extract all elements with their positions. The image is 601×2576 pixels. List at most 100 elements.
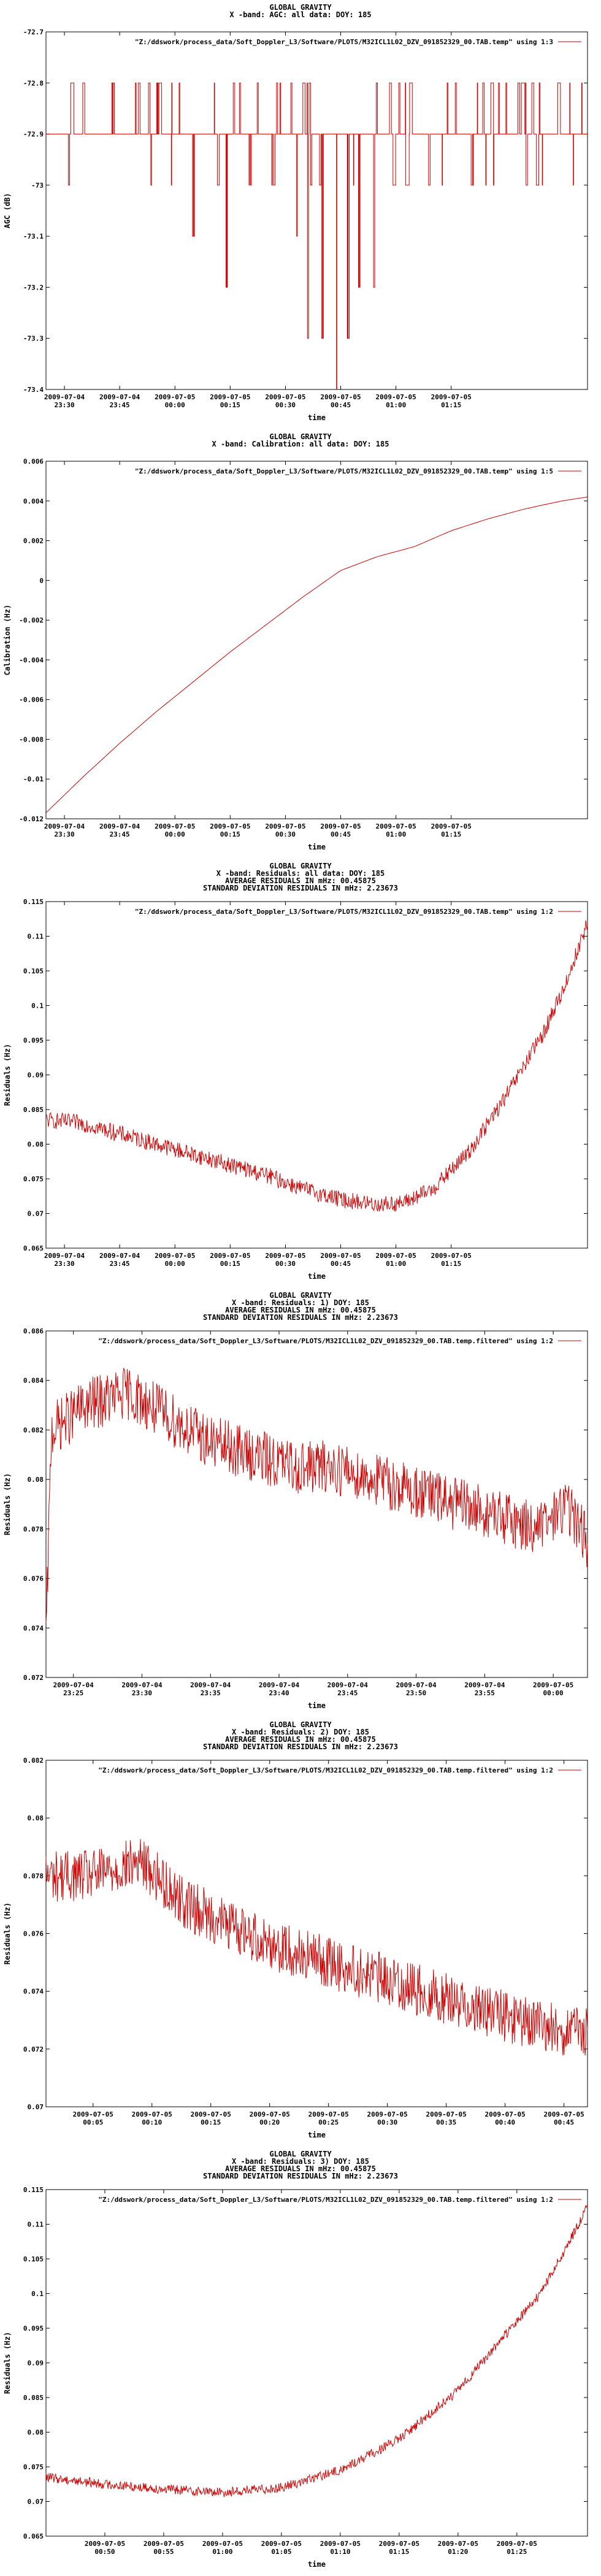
x-tick-date: 2009-07-05: [132, 2110, 172, 2118]
y-tick-label: 0.08: [28, 1814, 44, 1822]
x-tick-time: 23:50: [406, 1689, 426, 1697]
series-line: [45, 2204, 588, 2497]
x-tick-date: 2009-07-04: [99, 1252, 140, 1260]
y-tick-label: -0.006: [19, 696, 44, 704]
y-tick-label: 0.075: [23, 1175, 44, 1183]
y-tick-label: -0.012: [19, 815, 44, 823]
x-axis-label: time: [308, 2131, 326, 2139]
x-tick-time: 00:55: [153, 2548, 174, 2556]
x-tick-time: 00:40: [495, 2118, 515, 2126]
x-axis-label: time: [308, 1272, 326, 1281]
x-tick-date: 2009-07-04: [396, 1681, 437, 1689]
y-tick-label: 0.074: [23, 1624, 44, 1632]
x-tick-date: 2009-07-05: [73, 2110, 113, 2118]
y-tick-label: 0.07: [28, 2103, 44, 2111]
x-tick-date: 2009-07-05: [376, 1252, 416, 1260]
x-tick-time: 23:45: [110, 401, 130, 409]
y-tick-label: 0.078: [23, 1525, 44, 1533]
x-tick-date: 2009-07-04: [464, 1681, 505, 1689]
x-tick-date: 2009-07-04: [44, 822, 85, 830]
x-tick-date: 2009-07-05: [155, 393, 195, 401]
x-tick-time: 01:25: [507, 2548, 527, 2556]
x-tick-time: 00:15: [220, 830, 240, 838]
chart-panel-residuals-all: GLOBAL GRAVITY X -band: Residuals: all da…: [0, 859, 601, 1288]
chart-panel-calibration: GLOBAL GRAVITY X -band: Calibration: all …: [0, 429, 601, 859]
x-tick-time: 00:30: [275, 1260, 296, 1268]
y-tick-label: 0.076: [23, 1575, 44, 1583]
y-axis-label: Residuals (Hz): [3, 1903, 12, 1965]
chart-title-line: STANDARD DEVIATION RESIDUALS IN mHz: 2.2…: [203, 1742, 398, 1751]
legend-label: "Z:/ddswork/process_data/Soft_Doppler_L3…: [135, 467, 553, 475]
x-tick-time: 00:30: [377, 2118, 397, 2126]
chart-title-line: GLOBAL GRAVITY: [269, 3, 332, 12]
x-tick-time: 23:30: [54, 830, 74, 838]
x-tick-date: 2009-07-04: [121, 1681, 163, 1689]
y-tick-label: 0.105: [23, 967, 44, 975]
x-tick-time: 01:15: [441, 830, 461, 838]
x-tick-date: 2009-07-05: [543, 2110, 584, 2118]
x-tick-time: 00:15: [220, 1260, 240, 1268]
y-tick-label: 0.095: [23, 2325, 44, 2333]
x-tick-date: 2009-07-04: [44, 393, 85, 401]
legend-label: "Z:/ddswork/process_data/Soft_Doppler_L3…: [135, 908, 553, 916]
x-tick-time: 01:15: [441, 1260, 461, 1268]
x-tick-date: 2009-07-05: [85, 2540, 125, 2548]
y-tick-label: 0: [39, 577, 44, 585]
y-tick-label: 0.078: [23, 1872, 44, 1880]
x-tick-time: 23:35: [201, 1689, 221, 1697]
chart-title-line: GLOBAL GRAVITY: [269, 862, 332, 870]
chart-title-line: X -band: Calibration: all data: DOY: 185: [212, 440, 389, 448]
x-tick-time: 23:45: [110, 1260, 130, 1268]
chart-title-line: X -band: Residuals: 3) DOY: 185: [232, 2157, 369, 2166]
x-tick-date: 2009-07-05: [265, 822, 305, 830]
y-axis-label: Residuals (Hz): [3, 1044, 12, 1106]
plot-frame: [45, 901, 588, 1249]
x-tick-time: 00:45: [331, 401, 351, 409]
chart-title-line: GLOBAL GRAVITY: [269, 2150, 332, 2158]
x-tick-time: 00:20: [259, 2118, 280, 2126]
y-axis-label: Residuals (Hz): [3, 2332, 12, 2394]
chart-panel-residuals-1: GLOBAL GRAVITY X -band: Residuals: 1) DOY…: [0, 1288, 601, 1717]
plot-frame: [45, 31, 588, 390]
y-tick-label: 0.08: [28, 1476, 44, 1484]
x-tick-time: 01:15: [389, 2548, 409, 2556]
chart-title-line: AVERAGE RESIDUALS IN mHz: 00.45875: [225, 1735, 376, 1744]
x-tick-date: 2009-07-05: [376, 822, 416, 830]
chart-title-line: STANDARD DEVIATION RESIDUALS IN mHz: 2.2…: [203, 1313, 398, 1322]
y-tick-label: -0.002: [19, 616, 44, 624]
plot-frame: [45, 461, 588, 819]
chart-panel-residuals-2: GLOBAL GRAVITY X -band: Residuals: 2) DOY…: [0, 1717, 601, 2147]
x-tick-time: 01:10: [330, 2548, 350, 2556]
series-line: [46, 82, 588, 390]
x-tick-date: 2009-07-05: [431, 393, 472, 401]
y-tick-label: -0.004: [19, 656, 44, 664]
chart-panel-residuals-3: GLOBAL GRAVITY X -band: Residuals: 3) DOY…: [0, 2147, 601, 2576]
x-tick-date: 2009-07-04: [259, 1681, 300, 1689]
series-line: [45, 1367, 588, 1623]
x-axis-label: time: [308, 1701, 326, 1710]
x-tick-time: 00:50: [94, 2548, 115, 2556]
x-tick-date: 2009-07-04: [327, 1681, 369, 1689]
y-tick-label: 0.09: [28, 1071, 44, 1079]
x-tick-date: 2009-07-05: [265, 393, 305, 401]
y-tick-label: 0.082: [23, 1426, 44, 1434]
chart-title-line: X -band: AGC: all data: DOY: 185: [229, 10, 371, 19]
series-line: [45, 920, 588, 1212]
y-tick-label: 0.105: [23, 2255, 44, 2263]
y-tick-label: 0.074: [23, 1988, 44, 1996]
x-tick-time: 23:45: [337, 1689, 358, 1697]
x-tick-date: 2009-07-05: [308, 2110, 349, 2118]
chart-panel-agc: GLOBAL GRAVITY X -band: AGC: all data: DO…: [0, 0, 601, 429]
y-tick-label: 0.006: [23, 458, 44, 466]
legend-label: "Z:/ddswork/process_data/Soft_Doppler_L3…: [135, 38, 553, 46]
x-tick-date: 2009-07-05: [426, 2110, 467, 2118]
x-tick-date: 2009-07-05: [210, 1252, 250, 1260]
y-tick-label: 0.065: [23, 2532, 44, 2540]
x-tick-time: 01:05: [271, 2548, 291, 2556]
legend-label: "Z:/ddswork/process_data/Soft_Doppler_L3…: [98, 1766, 553, 1774]
y-tick-label: -73.3: [23, 335, 44, 343]
y-tick-label: -72.9: [23, 131, 44, 139]
x-tick-date: 2009-07-04: [99, 822, 140, 830]
x-tick-date: 2009-07-05: [431, 1252, 472, 1260]
